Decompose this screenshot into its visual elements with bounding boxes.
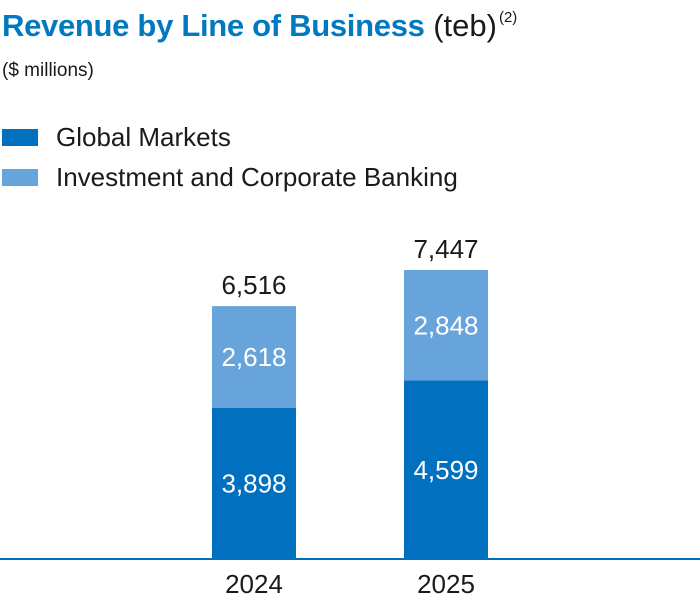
chart-title-suffix: (teb) <box>433 8 497 43</box>
legend-label-global-markets: Global Markets <box>56 121 231 152</box>
data-label-investment-corporate-banking-2025: 2,848 <box>413 310 478 340</box>
legend-item-global-markets: Global Markets <box>2 117 458 157</box>
x-tick-label-2025: 2025 <box>417 569 475 599</box>
data-label-global-markets-2024: 3,898 <box>221 468 286 498</box>
legend-swatch-investment-corporate-banking <box>2 168 38 186</box>
chart-subtitle: ($ millions) <box>2 60 94 81</box>
chart-title-footnote: (2) <box>498 9 518 26</box>
bar-investment-corporate-banking-2024 <box>212 306 296 408</box>
legend-swatch-global-markets <box>2 128 38 146</box>
bar-global-markets-2024 <box>212 407 296 559</box>
bar-global-markets-2025 <box>404 380 488 559</box>
chart-title-main: Revenue by Line of Business <box>2 8 425 43</box>
x-tick-label-2024: 2024 <box>225 569 283 599</box>
legend-label-investment-corporate-banking: Investment and Corporate Banking <box>56 161 458 192</box>
bar-investment-corporate-banking-2025 <box>404 270 488 381</box>
data-label-global-markets-2025: 4,599 <box>413 455 478 485</box>
total-label-2024: 6,516 <box>221 270 286 300</box>
data-label-investment-corporate-banking-2024: 2,618 <box>221 342 286 372</box>
chart-title: Revenue by Line of Business (teb) (2) <box>2 8 517 44</box>
total-label-2025: 7,447 <box>413 234 478 264</box>
legend-item-investment-corporate-banking: Investment and Corporate Banking <box>2 157 458 197</box>
chart-legend: Global Markets Investment and Corporate … <box>2 117 458 197</box>
